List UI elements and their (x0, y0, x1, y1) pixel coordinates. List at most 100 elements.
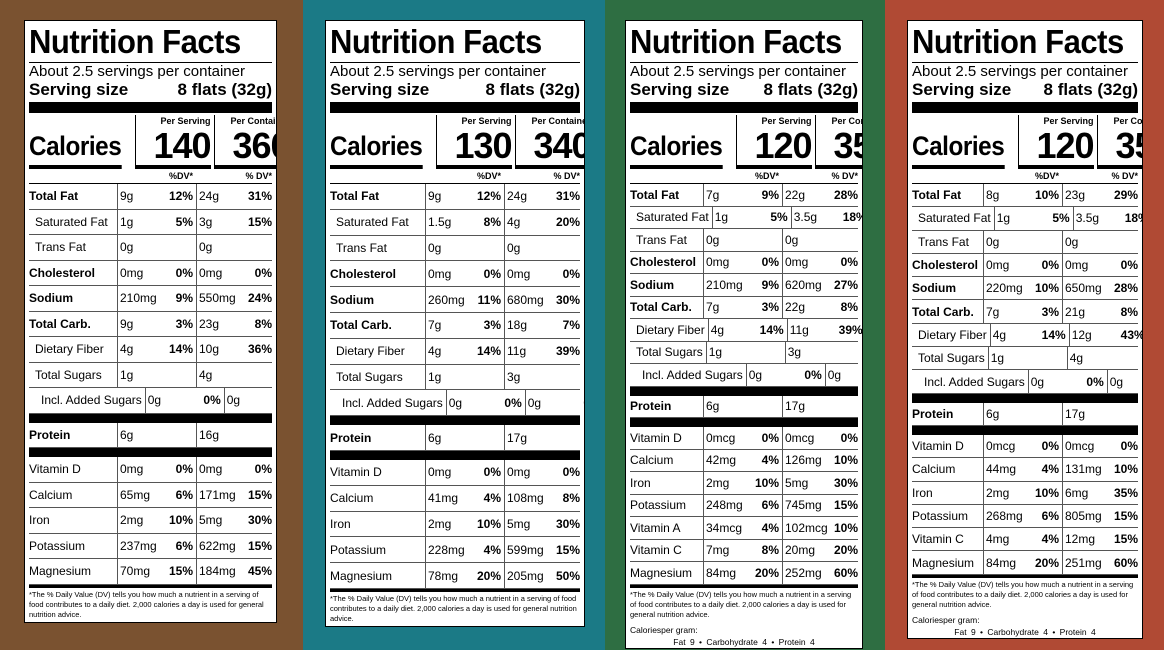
per-container-value: 0g (1062, 230, 1138, 253)
serving-amount: 84mg (706, 565, 737, 580)
per-container-header: Per Container (831, 116, 862, 126)
serving-amount: 9g (428, 189, 442, 204)
per-container-value: 126mg 10% (782, 449, 858, 471)
per-container-value: 17g (1062, 402, 1138, 425)
per-serving-value: 7g 3% (425, 312, 501, 338)
dv-spacer (29, 169, 114, 183)
per-serving-value: 6g (117, 422, 193, 447)
serving-amount: 7g (706, 187, 720, 202)
nutrient-name: Incl. Added Sugars (342, 395, 443, 410)
nutrient-name: Vitamin C (912, 532, 964, 547)
per-container-value: 6mg 35% (1062, 481, 1138, 504)
container-daily-value: 36% (247, 342, 272, 357)
serving-amount: 0mg (428, 465, 452, 480)
nutrient-row-vitamin-a: Vitamin A 34mcg 4% 102mcg 10% (630, 517, 858, 540)
nutrient-row-dietary-fiber: Dietary Fiber 4g 14% 11g 39% (330, 338, 580, 365)
serving-amount: 2mg (986, 485, 1010, 500)
container-daily-value: 0% (254, 462, 272, 477)
per-serving-value: 65mg 6% (117, 482, 193, 507)
nutrition-label: Nutrition Facts About 2.5 servings per co… (907, 20, 1143, 639)
serving-daily-value: 0% (175, 265, 193, 280)
nutrient-name: Calcium (330, 491, 374, 506)
serving-amount: 0g (706, 232, 720, 247)
container-amount: 745mg (785, 498, 822, 513)
per-serving-header: Per Serving (761, 116, 812, 126)
container-daily-value: 15% (247, 487, 272, 502)
per-serving-value: 4g 14% (425, 338, 501, 364)
container-daily-value: 0% (840, 430, 858, 445)
serving-amount: 78mg (428, 568, 459, 583)
dv-spacer (630, 169, 700, 183)
nutrient-row-potassium: Potassium 268mg 6% 805mg 15% (912, 504, 1138, 529)
container-amount: 3g (787, 345, 802, 360)
serving-daily-value: 3% (761, 300, 779, 315)
per-serving-value: 220mg 10% (983, 277, 1059, 300)
serving-daily-value: 9% (761, 277, 779, 292)
per-container-value: 22g 28% (782, 184, 858, 206)
nutrient-name: Vitamin D (912, 439, 964, 454)
container-amount: 599mg (507, 542, 544, 557)
container-amount: 4g (199, 367, 213, 382)
serving-amount: 4g (428, 344, 442, 359)
label-panel-1: Nutrition Facts About 2.5 servings per co… (0, 0, 303, 650)
container-amount: 18g (507, 318, 528, 333)
per-serving-value: 70mg 15% (117, 559, 193, 584)
container-daily-value: 24% (247, 291, 272, 306)
serving-daily-value: 9% (761, 187, 779, 202)
daily-value-header: %DV* % DV* (330, 169, 580, 184)
container-daily-value: 20% (555, 215, 580, 230)
nutrient-name: Iron (912, 485, 933, 500)
container-daily-value: 39% (838, 322, 863, 337)
per-serving-value: 210mg 9% (703, 274, 779, 296)
per-container-value: 0g0% (824, 364, 862, 386)
nutrient-name: Protein (630, 399, 672, 414)
nutrient-row-iron: Iron 2mg 10% 5mg 30% (29, 508, 272, 534)
per-serving-value: 268mg 6% (983, 504, 1059, 528)
per-serving-value: 2mg 10% (703, 472, 779, 494)
serving-amount: 7mg (706, 543, 730, 558)
servings-per-container: About 2.5 servings per container (29, 62, 272, 80)
serving-amount: 0g (147, 393, 162, 408)
serving-size-value: 8 flats (32g) (177, 80, 272, 99)
container-amount: 3g (199, 214, 213, 229)
nutrient-row-iron: Iron 2mg 10% 5mg 30% (630, 472, 858, 495)
serving-daily-value: 10% (754, 475, 779, 490)
nutrient-name: Potassium (29, 538, 86, 553)
per-serving-value: 34mcg 4% (703, 517, 779, 539)
serving-amount: 8g (986, 188, 1000, 203)
calories-per-container: 340 (515, 127, 584, 169)
per-serving-value: 1g (705, 341, 782, 363)
nutrient-row-vitamin-d: Vitamin D 0mcg 0% 0mcg 0% (630, 427, 858, 450)
container-amount: 22g (785, 300, 806, 315)
per-container-value: 252mg 60% (782, 562, 858, 584)
nutrient-row-magnesium: Magnesium 78mg 20% 205mg 50% (330, 563, 580, 589)
nutrient-name: Protein (29, 427, 71, 442)
container-amount: 0g (827, 367, 842, 382)
nutrient-name: Total Carb. (912, 304, 974, 319)
daily-value-header: %DV* % DV* (29, 169, 272, 184)
container-daily-value: 18% (1124, 211, 1142, 226)
per-container-value: 102mcg 10% (782, 517, 858, 539)
nutrient-row-calcium: Calcium 65mg 6% 171mg 15% (29, 482, 272, 508)
per-container-header: Per Container (531, 116, 585, 126)
serving-amount: 2mg (428, 516, 452, 531)
serving-daily-value: 6% (761, 498, 779, 513)
thick-divider (29, 102, 272, 113)
serving-daily-value: 9% (175, 291, 193, 306)
serving-amount: 0mcg (986, 439, 1016, 454)
serving-amount: 6g (428, 430, 442, 445)
nutrition-label: Nutrition Facts About 2.5 servings per co… (325, 20, 585, 627)
container-daily-value: 50% (555, 568, 580, 583)
nutrient-name: Incl. Added Sugars (41, 393, 142, 408)
per-container-value: 0g0% (223, 388, 276, 413)
per-serving-value: 1g 5% (993, 207, 1070, 230)
nutrient-name: Dietary Fiber (918, 327, 987, 342)
per-container-value: 5mg 30% (196, 508, 272, 533)
container-daily-value: 10% (1113, 462, 1138, 477)
serving-daily-value: 6% (1041, 509, 1059, 523)
container-amount: 171mg (199, 487, 236, 502)
container-daily-value: 0% (254, 265, 272, 280)
